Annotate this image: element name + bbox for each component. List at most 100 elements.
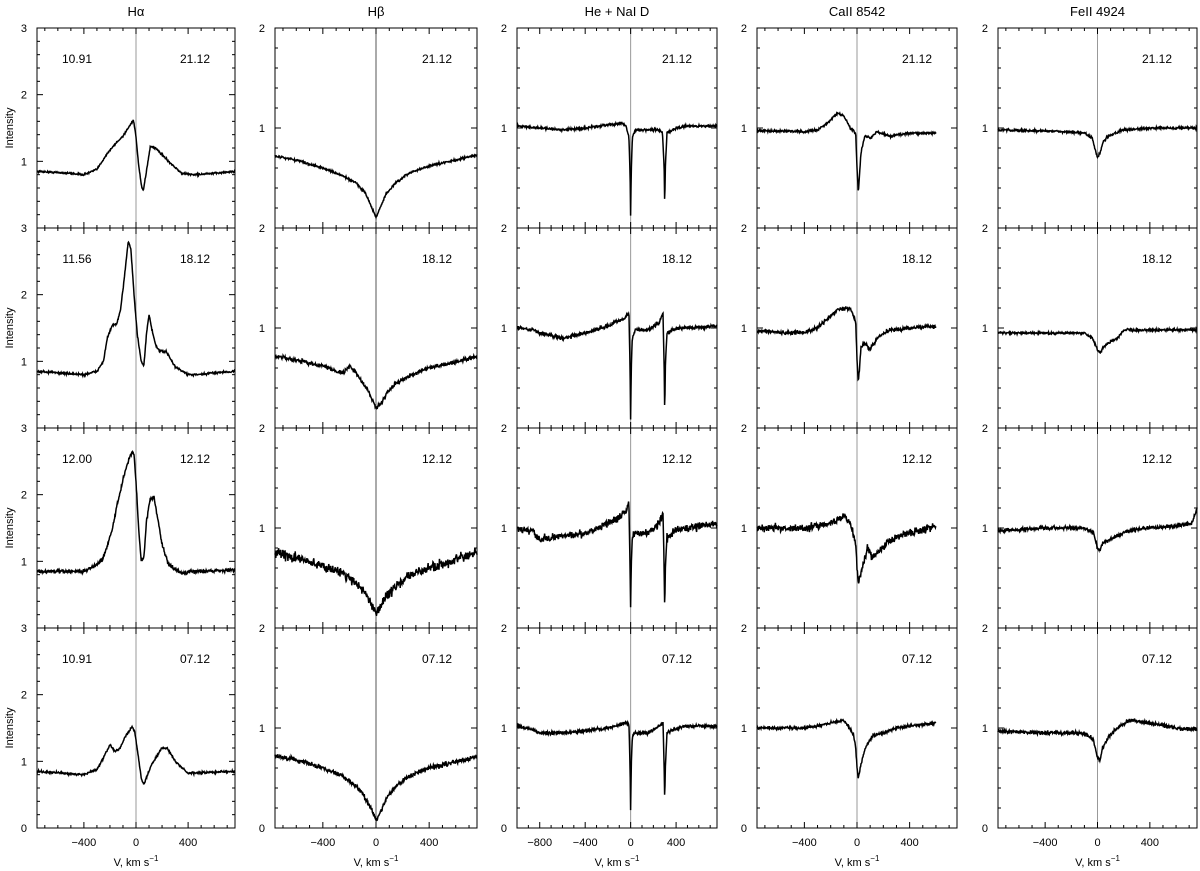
column-title: He + NaI D (585, 4, 650, 19)
y-tick-label: 2 (501, 23, 507, 35)
spectrum-line (516, 501, 718, 608)
date-label: 18.12 (902, 252, 932, 266)
date-label: 12.12 (1142, 452, 1172, 466)
spectrum-line (997, 717, 1198, 764)
x-tick-label: 0 (628, 837, 634, 849)
y-tick-label: 1 (741, 723, 747, 735)
halpha-value-label: 10.91 (62, 652, 92, 666)
spectrum-line (274, 547, 478, 617)
x-tick-label: 0 (1094, 837, 1100, 849)
y-tick-label: 0 (21, 823, 27, 835)
column-2: He + NaI D 1 2 21.12 1 2 18.12 1 2 12.12 0 1 2 07.12 −… (501, 4, 718, 869)
x-tick-label: 0 (373, 837, 379, 849)
x-axis-title: V, km s−1 (1075, 854, 1120, 869)
panel-4-0: 1 2 21.12 (982, 23, 1198, 229)
panel-2-2: 1 2 12.12 (501, 423, 718, 629)
x-tick-label: 400 (179, 837, 197, 849)
y-axis-title: Intensity (4, 307, 16, 348)
spectrum-line (36, 119, 236, 192)
y-tick-label: 1 (21, 356, 27, 368)
halpha-value-label: 12.00 (62, 452, 92, 466)
x-tick-label: −400 (792, 837, 817, 849)
date-label: 21.12 (902, 52, 932, 66)
y-tick-label: 2 (21, 690, 27, 702)
y-tick-label: 2 (21, 490, 27, 502)
y-tick-label: 2 (501, 623, 507, 635)
panel-3-3: 0 1 2 07.12 (741, 623, 958, 835)
y-tick-label: 2 (501, 223, 507, 235)
panel-2-0: 1 2 21.12 (501, 23, 718, 229)
y-tick-label: 2 (259, 423, 265, 435)
spectrum-line (36, 450, 236, 576)
y-tick-label: 2 (259, 623, 265, 635)
y-tick-label: 2 (741, 423, 747, 435)
y-tick-label: 3 (21, 623, 27, 635)
y-tick-label: 1 (982, 723, 988, 735)
x-tick-label: 400 (420, 837, 438, 849)
x-tick-label: −400 (72, 837, 97, 849)
y-tick-label: 1 (259, 723, 265, 735)
panel-3-2: 1 2 12.12 (741, 423, 958, 629)
y-axis-title: Intensity (4, 707, 16, 748)
date-label: 07.12 (662, 652, 692, 666)
halpha-value-label: 10.91 (62, 52, 92, 66)
y-tick-label: 1 (501, 323, 507, 335)
y-tick-label: 2 (741, 623, 747, 635)
y-tick-label: 1 (259, 123, 265, 135)
column-title: CaII 8542 (829, 4, 885, 19)
spectrum-line (516, 311, 718, 420)
spectrum-line (36, 240, 236, 379)
panel-4-1: 1 2 18.12 (982, 223, 1198, 429)
panel-1-0: 1 2 21.12 (259, 23, 478, 229)
y-tick-label: 1 (259, 523, 265, 535)
y-tick-label: 1 (741, 523, 747, 535)
spectrum-line (274, 153, 478, 220)
panel-3-0: 1 2 21.12 (741, 23, 958, 229)
spectrum-line (997, 507, 1198, 554)
column-1: Hβ 1 2 21.12 1 2 18.12 1 2 12.12 0 1 2 07.12 −400 0 400 V… (259, 4, 478, 869)
spectrum-line (274, 753, 478, 822)
date-label: 18.12 (180, 252, 210, 266)
date-label: 21.12 (180, 52, 210, 66)
date-label: 12.12 (180, 452, 210, 466)
y-tick-label: 2 (982, 23, 988, 35)
panel-1-2: 1 2 12.12 (259, 423, 478, 629)
y-tick-label: 1 (982, 323, 988, 335)
y-tick-label: 1 (982, 123, 988, 135)
y-tick-label: 2 (982, 223, 988, 235)
y-tick-label: 2 (501, 423, 507, 435)
y-tick-label: 2 (741, 23, 747, 35)
y-tick-label: 2 (21, 90, 27, 102)
y-tick-label: 3 (21, 423, 27, 435)
x-axis-title: V, km s−1 (354, 854, 399, 869)
x-tick-label: 400 (667, 837, 685, 849)
y-tick-label: 1 (501, 123, 507, 135)
column-3: CaII 8542 1 2 21.12 1 2 18.12 1 2 12.12 0 1 2 07.12 −4… (741, 4, 958, 869)
date-label: 07.12 (902, 652, 932, 666)
y-tick-label: 1 (21, 756, 27, 768)
panel-4-3: 0 1 2 07.12 (982, 623, 1198, 835)
date-label: 07.12 (1142, 652, 1172, 666)
date-label: 07.12 (422, 652, 452, 666)
date-label: 21.12 (662, 52, 692, 66)
y-tick-label: 2 (982, 623, 988, 635)
panel-frame (516, 627, 718, 829)
y-tick-label: 1 (259, 323, 265, 335)
y-tick-label: 1 (741, 123, 747, 135)
date-label: 18.12 (662, 252, 692, 266)
y-tick-label: 2 (259, 23, 265, 35)
y-tick-label: 3 (21, 223, 27, 235)
y-tick-label: 2 (741, 223, 747, 235)
panel-0-0: 1 2 3 21.12 10.91 Intensity (4, 23, 236, 229)
panel-4-2: 1 2 12.12 (982, 423, 1198, 629)
x-tick-label: −400 (1033, 837, 1058, 849)
spectrum-line (756, 111, 937, 191)
date-label: 18.12 (422, 252, 452, 266)
panel-frame (36, 627, 236, 829)
y-tick-label: 1 (21, 156, 27, 168)
panel-1-1: 1 2 18.12 (259, 223, 478, 429)
y-axis-title: Intensity (4, 107, 16, 148)
x-tick-label: −400 (310, 837, 335, 849)
column-title: Hα (128, 4, 145, 19)
y-tick-label: 1 (501, 523, 507, 535)
